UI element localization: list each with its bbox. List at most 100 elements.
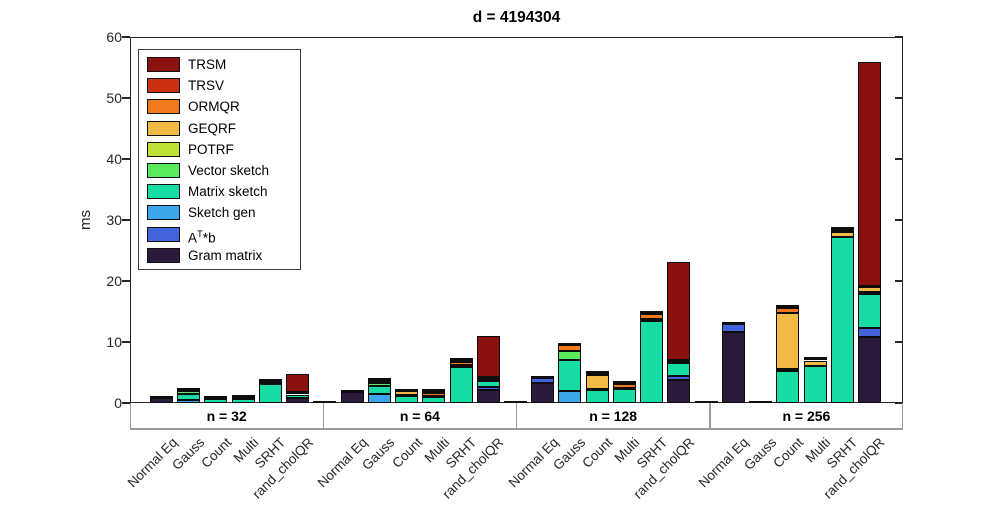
bar-segment <box>368 383 391 386</box>
bar-segment <box>450 367 473 403</box>
y-tick-mark <box>894 36 903 38</box>
y-tick-label: 30 <box>106 212 122 228</box>
legend-item: TRSM <box>147 55 297 75</box>
bar-segment <box>776 369 799 371</box>
y-tick-mark <box>894 158 903 160</box>
bar-segment <box>259 384 282 403</box>
bar-segment <box>204 396 227 398</box>
bar-segment <box>749 401 772 403</box>
bar-segment <box>640 321 663 403</box>
legend-item: AT*b <box>147 225 297 245</box>
bar-segment <box>368 378 391 380</box>
bar-segment <box>667 363 690 376</box>
legend-label: ORMQR <box>188 99 240 115</box>
y-tick-label: 60 <box>106 29 122 45</box>
bar-segment <box>722 332 745 403</box>
y-tick-mark <box>121 36 130 38</box>
legend: TRSM TRSV ORMQR GEQRF POTRF Vector sketch Matr… <box>138 49 301 270</box>
bar-segment <box>341 390 364 392</box>
y-tick-mark <box>121 341 130 343</box>
bar-segment <box>776 313 799 369</box>
bar-segment <box>831 232 854 237</box>
bar-segment <box>722 324 745 332</box>
bar-segment <box>558 391 581 403</box>
bar-segment <box>776 371 799 403</box>
legend-item: GEQRF <box>147 119 297 139</box>
bar-segment <box>395 396 418 403</box>
bar-segment <box>640 314 663 319</box>
bar-segment <box>450 358 473 360</box>
bar-segment <box>586 375 609 389</box>
y-tick-label: 20 <box>106 273 122 289</box>
bar-segment <box>341 392 364 403</box>
bar-segment <box>667 262 690 360</box>
bar-segment <box>177 400 200 403</box>
bar-segment <box>667 376 690 380</box>
bar-segment <box>558 360 581 391</box>
legend-swatch <box>147 163 180 178</box>
bar-segment <box>776 308 799 313</box>
bar-segment <box>232 399 255 403</box>
separator-bar <box>313 401 336 403</box>
bar-segment <box>204 399 227 403</box>
legend-item: POTRF <box>147 140 297 160</box>
bar-segment <box>232 395 255 397</box>
y-tick-mark <box>894 97 903 99</box>
chart-title: d = 4194304 <box>472 9 561 26</box>
legend-swatch <box>147 141 180 157</box>
bar-segment <box>613 381 636 383</box>
legend-label: POTRF <box>188 141 234 157</box>
bar-segment <box>150 398 173 403</box>
bar-segment <box>395 389 418 391</box>
group-band <box>130 403 903 430</box>
bar-segment <box>804 366 827 403</box>
group-label: n = 256 <box>782 408 831 424</box>
bar-segment <box>858 328 881 337</box>
bar-segment <box>422 397 445 403</box>
bar-segment <box>477 336 500 377</box>
separator-bar <box>504 401 527 403</box>
legend-swatch <box>147 120 180 136</box>
y-tick-mark <box>894 402 903 404</box>
bar-segment <box>450 362 473 365</box>
bar-segment <box>422 389 445 391</box>
bar-segment <box>368 380 391 382</box>
group-label: n = 128 <box>589 408 638 424</box>
bar-segment <box>831 230 854 232</box>
bar-segment <box>368 394 391 403</box>
legend-item: Vector sketch <box>147 161 297 181</box>
y-tick-mark <box>121 280 130 282</box>
bar-segment <box>286 395 309 398</box>
bar-segment <box>776 305 799 307</box>
bar-segment <box>531 378 554 383</box>
bar-segment <box>150 396 173 398</box>
bar-segment <box>858 294 881 328</box>
y-tick-mark <box>121 402 130 404</box>
group-label: n = 32 <box>206 408 247 424</box>
bar-segment <box>722 322 745 324</box>
bar-segment <box>667 380 690 403</box>
bar-segment <box>858 62 881 286</box>
y-tick-mark <box>894 219 903 221</box>
legend-swatch <box>147 226 180 242</box>
bar-segment <box>858 337 881 403</box>
y-tick-mark <box>121 219 130 221</box>
legend-item: ORMQR <box>147 97 297 117</box>
bar-segment <box>477 381 500 387</box>
bar-segment <box>613 389 636 403</box>
bar-segment <box>613 384 636 388</box>
bar-segment <box>531 383 554 403</box>
legend-item: Sketch gen <box>147 203 297 223</box>
group-divider <box>322 403 324 429</box>
y-tick-mark <box>894 341 903 343</box>
legend-swatch <box>147 57 180 72</box>
group-divider <box>709 403 711 429</box>
group-divider <box>515 403 518 429</box>
bar-segment <box>177 394 200 400</box>
y-tick-mark <box>894 280 903 282</box>
legend-swatch <box>147 205 180 221</box>
legend-label: GEQRF <box>188 120 237 136</box>
legend-swatch <box>147 247 180 263</box>
y-tick-mark <box>121 158 130 160</box>
